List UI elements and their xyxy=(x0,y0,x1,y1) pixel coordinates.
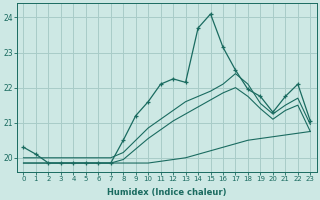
X-axis label: Humidex (Indice chaleur): Humidex (Indice chaleur) xyxy=(107,188,227,197)
